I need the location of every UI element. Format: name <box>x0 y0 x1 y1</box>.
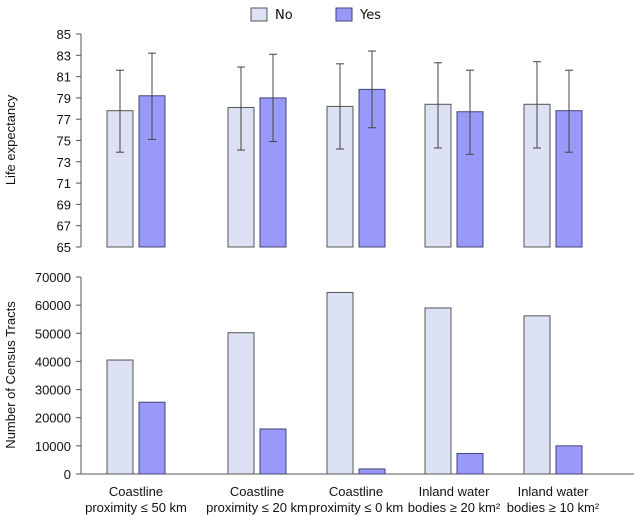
category-label: Coastline <box>329 484 383 499</box>
top-y-tick-label: 67 <box>57 219 71 234</box>
category-label: proximity ≤ 0 km <box>309 500 404 515</box>
category-label: Inland water <box>419 484 490 499</box>
census-tracts-chart: Number of Census Tracts 0 10000 20000 30000… <box>3 270 634 515</box>
bottom-bar-no <box>523 315 551 475</box>
bottom-bar-yes <box>138 401 166 475</box>
bottom-bar-no <box>106 359 134 475</box>
category-label: Coastline <box>230 484 284 499</box>
top-y-tick-label: 79 <box>57 91 71 106</box>
top-y-tick-label: 71 <box>57 176 71 191</box>
category-label: bodies ≥ 20 km² <box>408 500 501 515</box>
top-y-tick-label: 81 <box>57 70 71 85</box>
life-expectancy-chart: Life expectancy 65 67 69 71 73 75 77 79 81 83 85 <box>3 27 583 255</box>
legend: No Yes <box>250 7 381 23</box>
bottom-bar-no <box>227 332 255 475</box>
category-label: proximity ≤ 50 km <box>85 500 187 515</box>
bottom-bar-yes <box>358 468 386 475</box>
bottom-bar-yes <box>259 428 287 475</box>
bottom-bar-yes <box>456 452 484 475</box>
bottom-y-tick-label: 10000 <box>35 439 71 454</box>
bottom-y-tick-label: 0 <box>64 467 71 482</box>
category-label: Inland water <box>518 484 589 499</box>
top-y-axis-title: Life expectancy <box>3 94 18 185</box>
top-y-tick-label: 75 <box>57 134 71 149</box>
legend-swatch-no <box>250 7 268 22</box>
top-y-tick-label: 77 <box>57 112 71 127</box>
bottom-bar-no <box>326 291 354 475</box>
top-y-tick-label: 73 <box>57 155 71 170</box>
top-y-tick-label: 65 <box>57 240 71 255</box>
bottom-y-tick-label: 70000 <box>35 270 71 285</box>
legend-swatch-yes <box>335 7 353 22</box>
top-y-tick-label: 83 <box>57 48 71 63</box>
category-label: proximity ≤ 20 km <box>206 500 308 515</box>
bottom-y-tick-label: 20000 <box>35 411 71 426</box>
top-y-tick-label: 85 <box>57 27 71 42</box>
top-y-tick-label: 69 <box>57 197 71 212</box>
bottom-y-tick-label: 40000 <box>35 354 71 369</box>
bottom-y-tick-label: 60000 <box>35 298 71 313</box>
bottom-y-axis-title: Number of Census Tracts <box>3 301 18 449</box>
bottom-bar-yes <box>555 445 583 475</box>
legend-label-yes: Yes <box>359 8 381 23</box>
category-label: bodies ≥ 10 km² <box>507 500 600 515</box>
legend-label-no: No <box>275 8 293 23</box>
bottom-y-tick-label: 50000 <box>35 326 71 341</box>
bottom-bar-no <box>424 307 452 475</box>
category-label: Coastline <box>109 484 163 499</box>
bottom-y-tick-label: 30000 <box>35 383 71 398</box>
